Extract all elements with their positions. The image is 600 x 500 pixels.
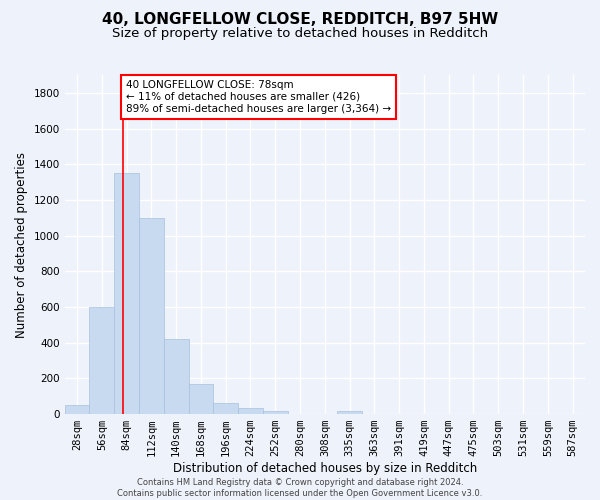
- Bar: [114, 173, 139, 414]
- Bar: [214, 404, 238, 414]
- Y-axis label: Number of detached properties: Number of detached properties: [15, 152, 28, 338]
- Bar: [263, 410, 287, 414]
- Bar: [188, 384, 214, 414]
- X-axis label: Distribution of detached houses by size in Redditch: Distribution of detached houses by size …: [173, 462, 477, 475]
- Bar: [65, 405, 89, 414]
- Bar: [337, 410, 362, 414]
- Text: 40 LONGFELLOW CLOSE: 78sqm
← 11% of detached houses are smaller (426)
89% of sem: 40 LONGFELLOW CLOSE: 78sqm ← 11% of deta…: [126, 80, 391, 114]
- Text: Size of property relative to detached houses in Redditch: Size of property relative to detached ho…: [112, 28, 488, 40]
- Bar: [238, 408, 263, 414]
- Bar: [139, 218, 164, 414]
- Bar: [89, 307, 114, 414]
- Text: Contains HM Land Registry data © Crown copyright and database right 2024.
Contai: Contains HM Land Registry data © Crown c…: [118, 478, 482, 498]
- Bar: [164, 339, 188, 414]
- Text: 40, LONGFELLOW CLOSE, REDDITCH, B97 5HW: 40, LONGFELLOW CLOSE, REDDITCH, B97 5HW: [102, 12, 498, 28]
